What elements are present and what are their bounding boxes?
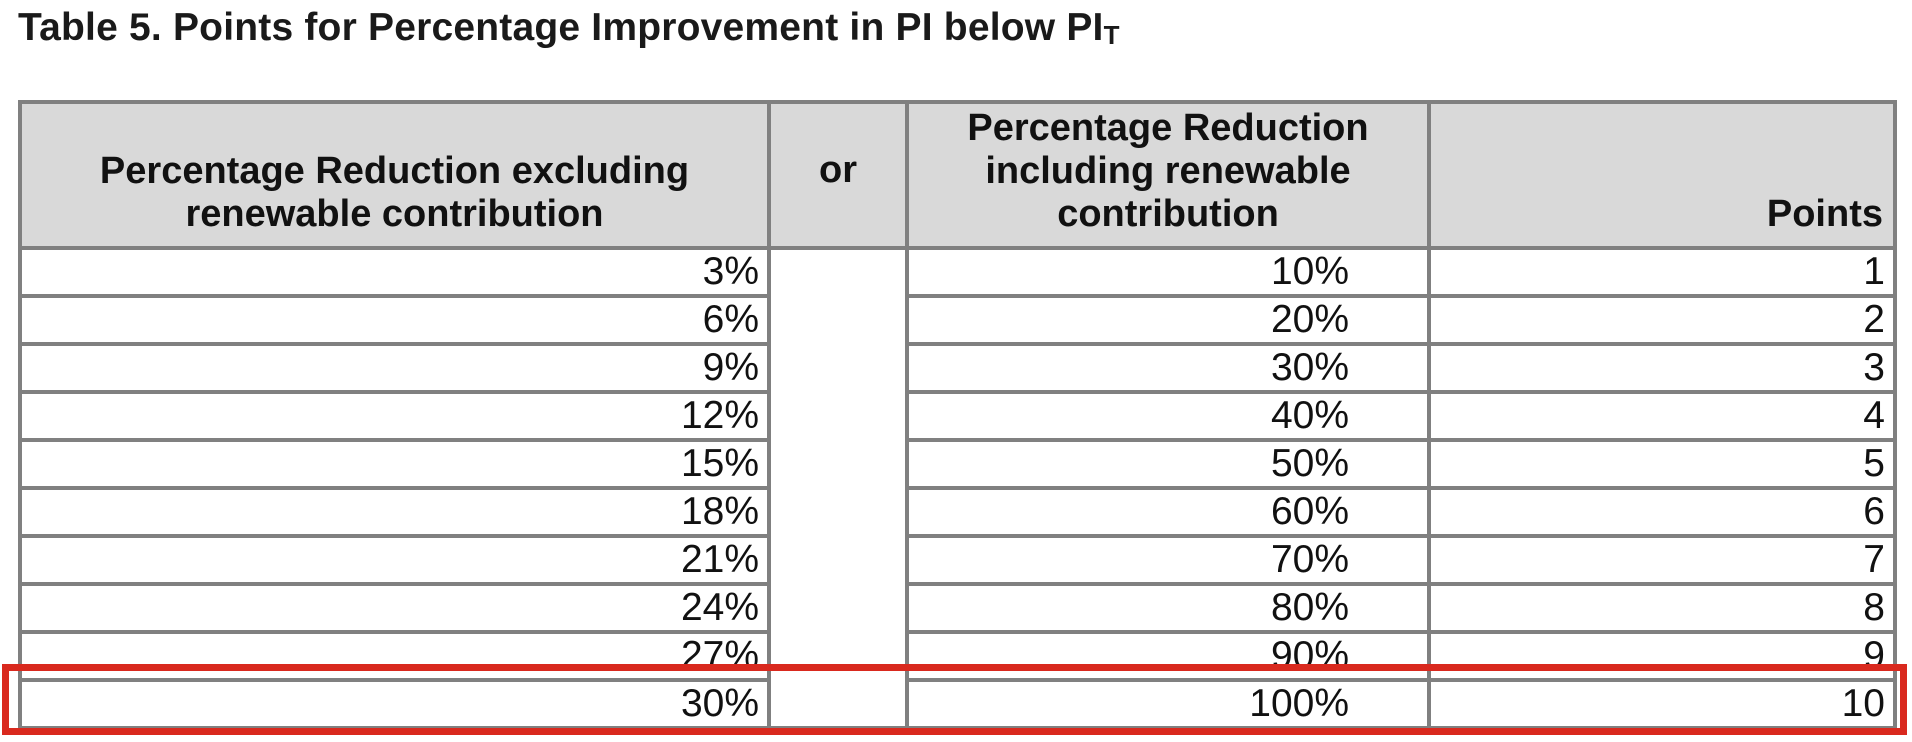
cell-excluding: 21% bbox=[18, 534, 771, 586]
cell-including: 50% bbox=[905, 438, 1431, 490]
cell-excluding: 18% bbox=[18, 486, 771, 538]
table-row: 15% 50% 5 bbox=[18, 438, 1897, 490]
cell-points: 8 bbox=[1427, 582, 1897, 634]
header-excluding: Percentage Reduction excluding renewable… bbox=[18, 100, 771, 250]
cell-excluding: 12% bbox=[18, 390, 771, 442]
cell-points: 6 bbox=[1427, 486, 1897, 538]
cell-including: 40% bbox=[905, 390, 1431, 442]
table-row: 27% 90% 9 bbox=[18, 630, 1897, 682]
cell-excluding: 27% bbox=[18, 630, 771, 682]
points-table: Percentage Reduction excluding renewable… bbox=[18, 100, 1897, 730]
table-caption: Table 5. Points for Percentage Improveme… bbox=[18, 6, 1120, 51]
cell-points: 10 bbox=[1427, 678, 1897, 730]
table-row: 21% 70% 7 bbox=[18, 534, 1897, 586]
cell-including: 90% bbox=[905, 630, 1431, 682]
table-row: 30% 100% 10 bbox=[18, 678, 1897, 730]
header-row: Percentage Reduction excluding renewable… bbox=[18, 100, 1897, 250]
cell-points: 5 bbox=[1427, 438, 1897, 490]
cell-points: 7 bbox=[1427, 534, 1897, 586]
header-or: or bbox=[767, 100, 909, 250]
cell-including: 100% bbox=[905, 678, 1431, 730]
table-row: 18% 60% 6 bbox=[18, 486, 1897, 538]
cell-including: 10% bbox=[905, 246, 1431, 298]
table-caption-text: Table 5. Points for Percentage Improveme… bbox=[18, 6, 1104, 49]
header-points: Points bbox=[1427, 100, 1897, 250]
cell-including: 20% bbox=[905, 294, 1431, 346]
table-row: 3% 10% 1 bbox=[18, 246, 1897, 730]
table-row: 6% 20% 2 bbox=[18, 294, 1897, 346]
table-body: 3% 10% 1 6% 20% 2 9% 30% 3 12% 40% 4 15% 50% 5 18% 60% 6 2… bbox=[18, 246, 1897, 730]
cell-excluding: 9% bbox=[18, 342, 771, 394]
cell-points: 9 bbox=[1427, 630, 1897, 682]
table-caption-subscript: T bbox=[1103, 20, 1120, 50]
cell-points: 4 bbox=[1427, 390, 1897, 442]
cell-including: 60% bbox=[905, 486, 1431, 538]
table-row: 12% 40% 4 bbox=[18, 390, 1897, 442]
or-merged-cell bbox=[767, 246, 909, 730]
cell-including: 30% bbox=[905, 342, 1431, 394]
cell-including: 80% bbox=[905, 582, 1431, 634]
header-including: Percentage Reduction including renewable… bbox=[905, 100, 1431, 250]
cell-points: 3 bbox=[1427, 342, 1897, 394]
cell-excluding: 3% bbox=[18, 246, 771, 298]
cell-points: 1 bbox=[1427, 246, 1897, 298]
cell-excluding: 6% bbox=[18, 294, 771, 346]
cell-points: 2 bbox=[1427, 294, 1897, 346]
cell-excluding: 24% bbox=[18, 582, 771, 634]
cell-excluding: 30% bbox=[18, 678, 771, 730]
table-row: 9% 30% 3 bbox=[18, 342, 1897, 394]
cell-excluding: 15% bbox=[18, 438, 771, 490]
table-row: 24% 80% 8 bbox=[18, 582, 1897, 634]
cell-including: 70% bbox=[905, 534, 1431, 586]
